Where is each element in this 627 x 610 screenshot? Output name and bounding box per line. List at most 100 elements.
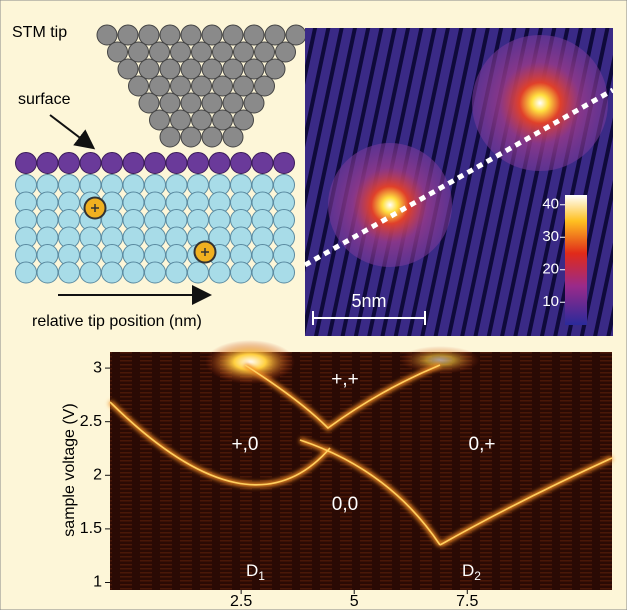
tip-atom (233, 109, 254, 131)
bulk-atom (208, 261, 231, 284)
tip-label: STM tip (12, 24, 67, 41)
tip-atom (233, 41, 254, 63)
surface-atom (251, 152, 274, 174)
bulk-atom (101, 261, 123, 284)
tip-atom (180, 58, 202, 80)
surface-atom (208, 152, 231, 174)
tip-atom (243, 92, 265, 114)
surface-atom (165, 152, 188, 174)
tip-atom (149, 41, 170, 63)
tip-atom (96, 24, 118, 46)
tip-atom (264, 58, 286, 80)
surface-atom (122, 152, 145, 174)
tip-atom (222, 24, 244, 46)
tip-atom (128, 75, 149, 97)
region-label: 0,0 (332, 494, 358, 515)
bulk-atom (79, 261, 102, 284)
tip-atom (138, 92, 160, 114)
surface-atom (15, 152, 37, 174)
tip-atom (191, 75, 212, 97)
tip-atom (170, 75, 191, 97)
tip-atom (180, 92, 202, 114)
tip-atom (180, 126, 202, 148)
surface-label: surface (18, 91, 71, 108)
tip-atom (222, 92, 244, 114)
defect-label: D1 (246, 561, 265, 583)
tip-atom (243, 58, 265, 80)
colorbar-tick-label: 30 (542, 228, 559, 245)
tip-atom (264, 24, 286, 46)
bulk-atom (58, 261, 80, 284)
tip-atom (159, 126, 181, 148)
voltage-map: sample voltage (V) 1 1.5 2 2.5 3 2.5 5 7.5 +,+ +,… (61, 340, 614, 610)
tip-atom (254, 41, 275, 63)
tip-atom (275, 41, 296, 63)
tip-atom (201, 58, 223, 80)
tip-atom (128, 41, 149, 63)
surface-atom (79, 152, 102, 174)
defect-index: 1 (258, 569, 265, 583)
dopant-charge (91, 204, 99, 212)
bulk-atom (36, 261, 59, 284)
tip-atom (138, 58, 160, 80)
tip-atom (170, 109, 191, 131)
stm-image: 5nm 10 20 30 40 (303, 28, 615, 336)
y-tick-label: 1.5 (80, 520, 102, 537)
colorbar (565, 195, 587, 325)
surface-atom (36, 152, 59, 174)
bright-region (400, 346, 480, 374)
region-label: +,+ (331, 369, 358, 390)
y-axis-label: sample voltage (V) (61, 403, 78, 536)
tip-atom (201, 24, 223, 46)
surface-atom (273, 152, 295, 174)
tip-atom (117, 24, 139, 46)
tip-atom (159, 58, 181, 80)
tip-atom (243, 24, 265, 46)
region-label: 0,+ (469, 434, 496, 455)
bulk-atom (144, 261, 166, 284)
tip-atom (212, 75, 233, 97)
tip-atom (159, 24, 181, 46)
tip-atom (201, 92, 223, 114)
bulk-atom (15, 261, 37, 284)
dopant-image (328, 143, 452, 267)
tip-atom (233, 75, 254, 97)
tip-atom (159, 92, 181, 114)
tip-atom (191, 109, 212, 131)
dopant-charge (201, 248, 209, 256)
colorbar-tick-label: 40 (542, 196, 559, 213)
tip-atom (212, 109, 233, 131)
transition-lines-core (109, 364, 613, 546)
x-tick-label: 7.5 (456, 593, 478, 610)
y-tick-label: 3 (93, 359, 102, 376)
scale-bar-label: 5nm (351, 291, 386, 311)
schematic: STM tip surface relative tip position (n… (12, 24, 307, 330)
tip-atom (117, 58, 139, 80)
tip-atom (170, 41, 191, 63)
y-tick-label: 2 (93, 467, 102, 484)
tip-atom (180, 24, 202, 46)
defect-letter: D (462, 561, 474, 580)
bulk-atom (122, 261, 145, 284)
defect-letter: D (246, 561, 258, 580)
bulk-atom (273, 261, 295, 284)
surface-atom (187, 152, 209, 174)
tip-atom (107, 41, 128, 63)
tip-atom (285, 24, 307, 46)
surface-atom (101, 152, 123, 174)
axis-label: relative tip position (nm) (32, 313, 202, 330)
surface-arrow (49, 114, 96, 150)
bulk-atom (165, 261, 188, 284)
colorbar-tick-label: 10 (542, 293, 559, 310)
tip-atom (191, 41, 212, 63)
defect-index: 2 (474, 569, 481, 583)
bulk-atom (251, 261, 274, 284)
tip-atom (149, 109, 170, 131)
tip-atom (149, 75, 170, 97)
surface-atom (58, 152, 80, 174)
tip-atom (201, 126, 223, 148)
x-tick-label: 2.5 (230, 593, 252, 610)
tip-atom (222, 58, 244, 80)
scan-line (303, 87, 615, 268)
